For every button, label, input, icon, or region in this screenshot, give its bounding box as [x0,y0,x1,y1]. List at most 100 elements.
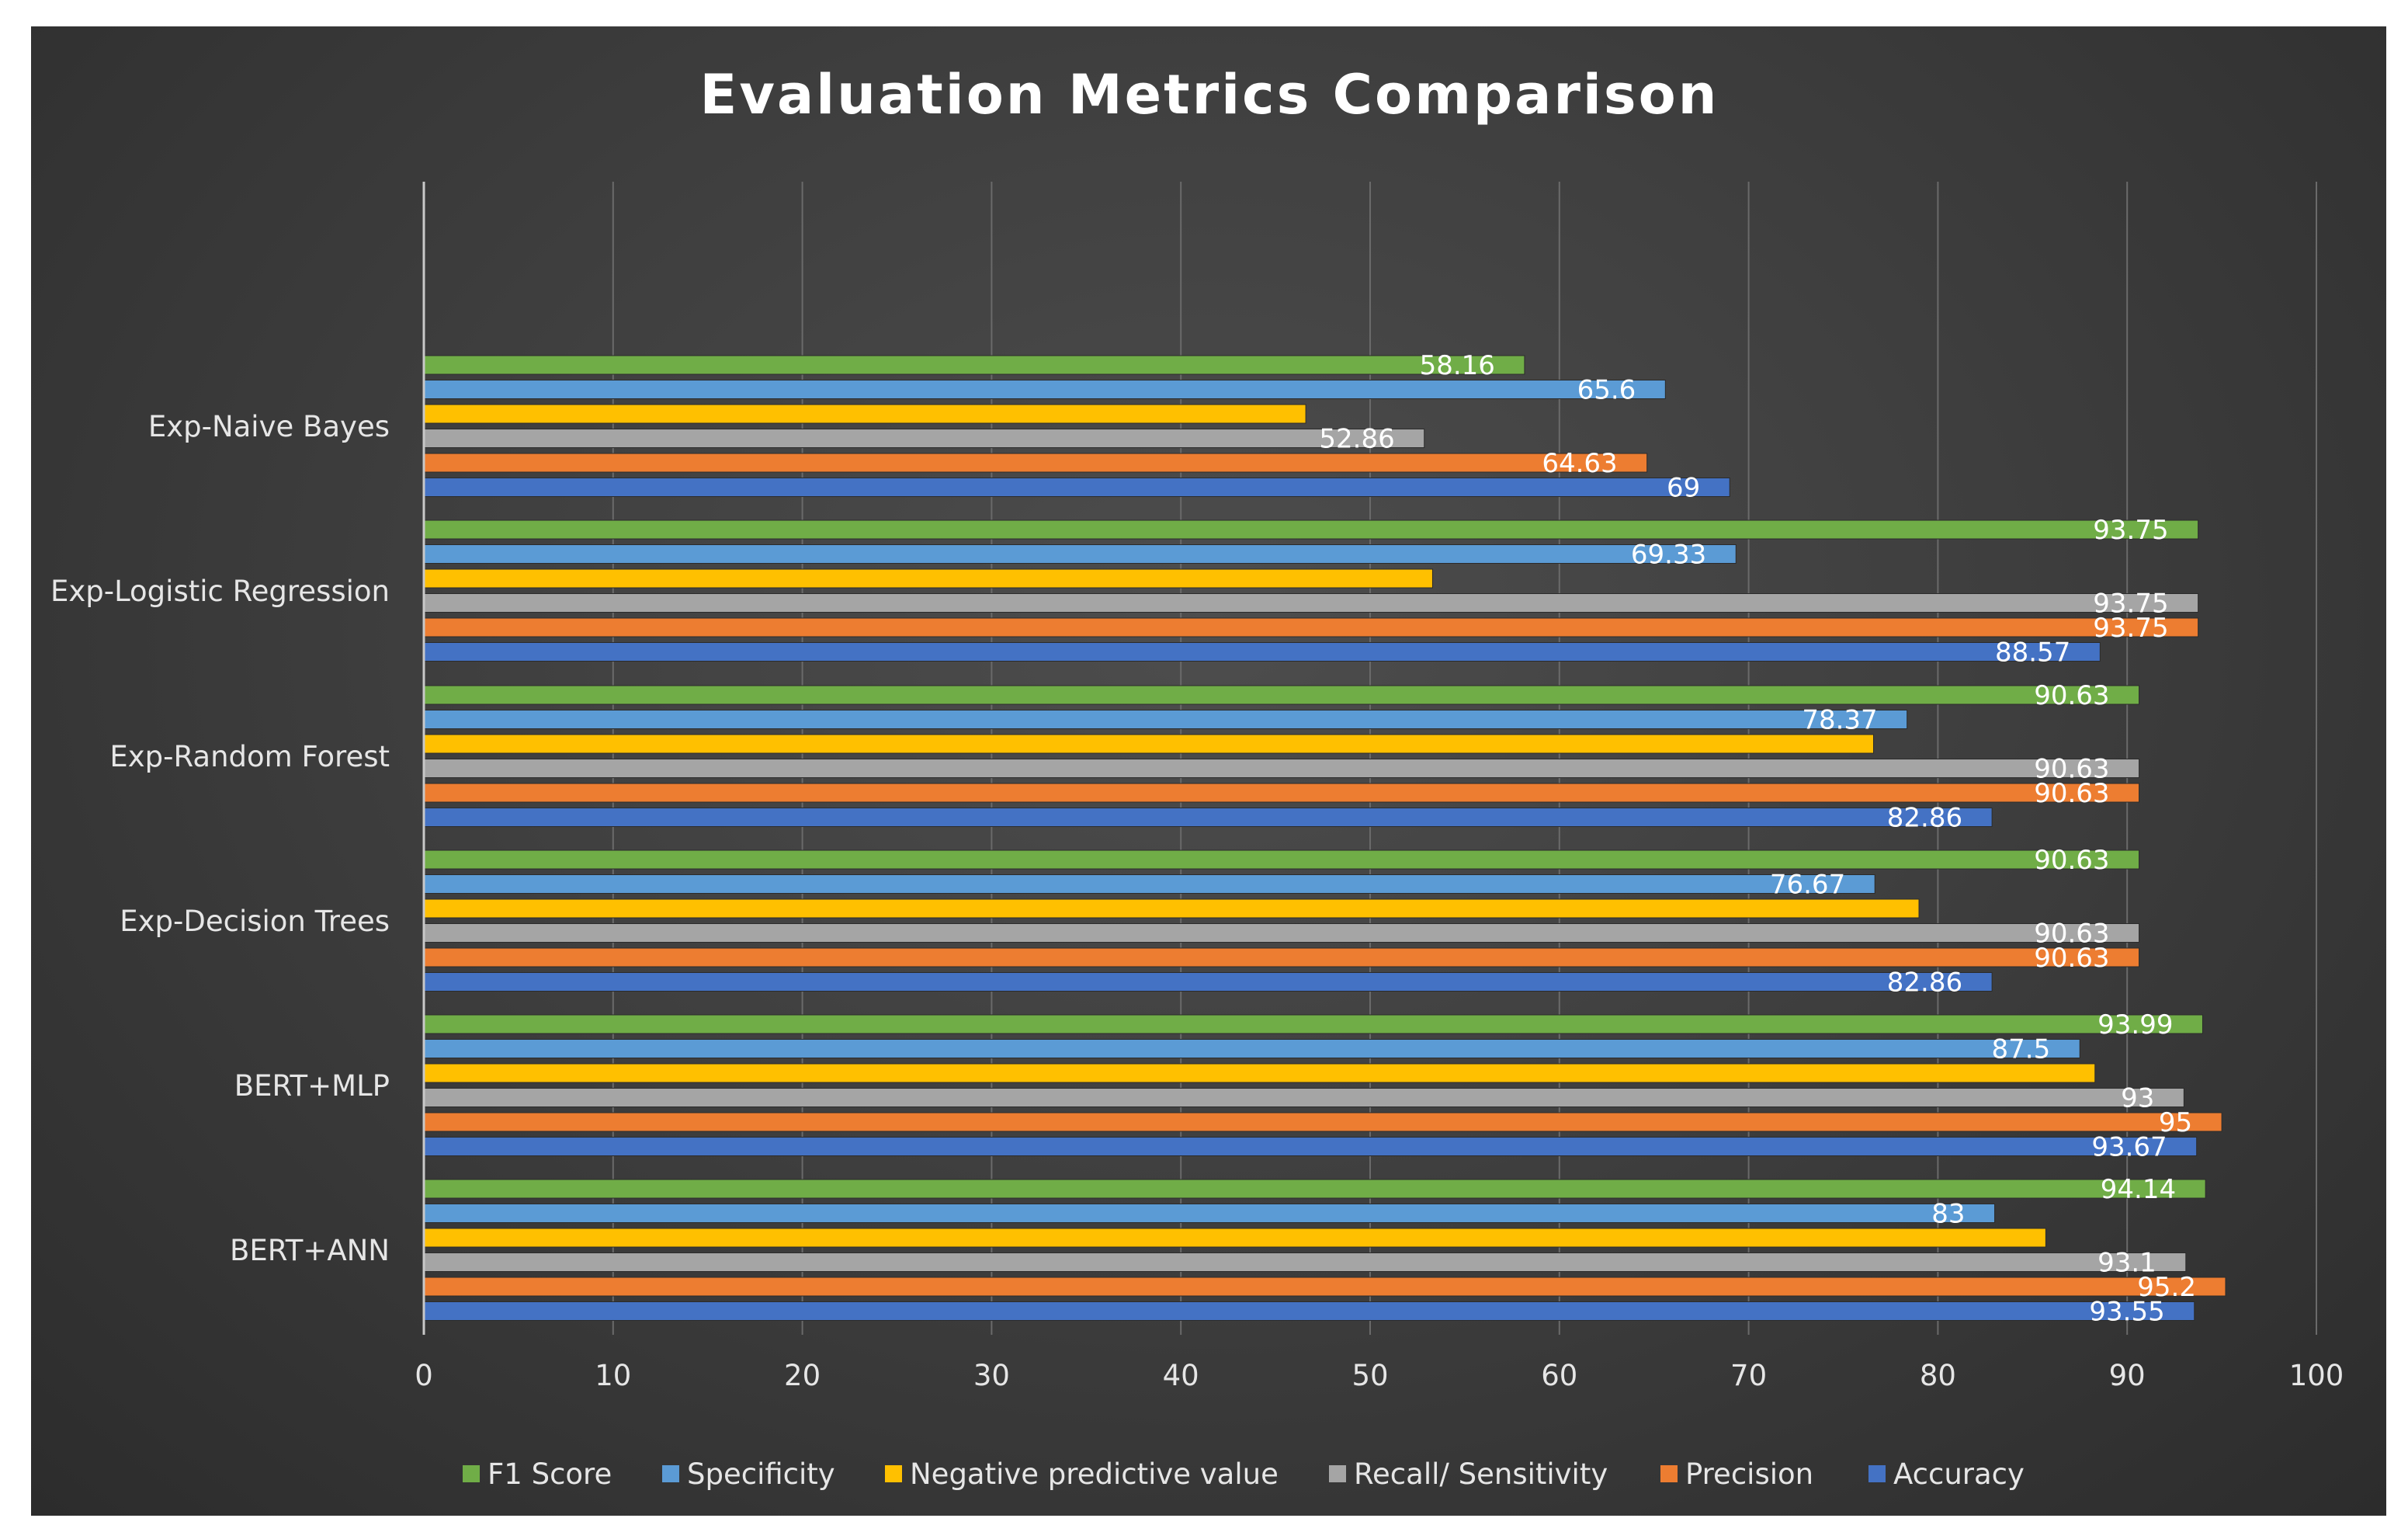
bar-specificity [423,1039,2080,1058]
data-label: 93.75 [2093,613,2168,644]
x-tick-label: 40 [1163,1359,1199,1392]
x-tick-label: 80 [1920,1359,1956,1392]
data-label: 90.63 [2034,778,2109,809]
bar-f1-score [423,1179,2206,1199]
legend-label: Recall/ Sensitivity [1354,1457,1608,1491]
category-label: BERT+ANN [230,1234,390,1267]
x-tick-label: 70 [1730,1359,1767,1392]
bar-f1-score [423,519,2199,540]
bar-precision [423,617,2199,637]
data-label: 93.99 [2097,1009,2173,1040]
bar-precision [423,1112,2222,1132]
x-tick-label: 100 [2289,1359,2344,1392]
category-label: Exp-Logistic Regression [50,575,390,608]
bar-precision [423,1277,2226,1297]
bar-precision [423,783,2140,803]
bar-f1-score [423,1014,2203,1034]
bar-negative-predictive-value [423,898,1920,919]
data-label: 83 [1931,1199,1965,1230]
legend-label: F1 Score [487,1457,612,1491]
bar-f1-score [423,685,2140,705]
legend-swatch [1329,1465,1346,1482]
bar-recall-sensitivity [423,429,1425,448]
x-tick-label: 30 [973,1359,1010,1392]
legend-label: Negative predictive value [910,1457,1279,1491]
legend-label: Specificity [687,1457,835,1491]
bar-accuracy [423,1137,2198,1156]
data-label: 52.86 [1319,424,1394,455]
bar-negative-predictive-value [423,568,1433,589]
data-label: 93.67 [2091,1132,2167,1163]
bar-recall-sensitivity [423,759,2140,778]
data-label: 78.37 [1802,705,1877,736]
legend-swatch [1660,1465,1678,1482]
bar-precision [423,947,2140,968]
data-label: 93.1 [2097,1248,2156,1279]
bar-negative-predictive-value [423,1063,2096,1083]
bar-specificity [423,1204,1996,1223]
bar-negative-predictive-value [423,1228,2046,1248]
data-label: 95.2 [2137,1272,2196,1303]
bar-specificity [423,380,1666,399]
data-label: 93.75 [2093,515,2168,546]
data-label: 82.86 [1887,803,1962,834]
legend-swatch [1868,1465,1886,1482]
data-label: 93.75 [2093,589,2168,620]
data-label: 93 [2121,1083,2154,1114]
bar-accuracy [423,1301,2195,1321]
data-label: 69 [1667,473,1700,504]
bar-specificity [423,710,1908,729]
data-label: 93.55 [2089,1297,2164,1328]
data-label: 64.63 [1542,448,1617,479]
data-label: 76.67 [1770,870,1845,901]
data-label: 94.14 [2101,1174,2176,1205]
data-label: 88.57 [1995,637,2070,669]
bar-recall-sensitivity [423,1252,2187,1272]
bar-recall-sensitivity [423,923,2140,943]
bar-specificity [423,874,1875,894]
chart-title: Evaluation Metrics Comparison [700,63,1719,127]
category-label: BERT+MLP [234,1069,390,1103]
legend-label: Precision [1685,1457,1813,1491]
legend-swatch [662,1465,679,1482]
bar-accuracy [423,642,2101,662]
category-label: Exp-Random Forest [109,740,390,773]
x-tick-label: 20 [784,1359,821,1392]
legend: F1 Score Specificity Negative predictive v… [463,1457,2025,1491]
bar-recall-sensitivity [423,593,2199,613]
data-label: 69.33 [1631,540,1706,571]
legend-label: Accuracy [1893,1457,2025,1491]
bar-accuracy [423,972,1993,992]
bar-accuracy [423,808,1993,827]
chart-frame: Evaluation Metrics Comparison 58.16 65.6 5… [31,26,2386,1516]
x-tick-label: 0 [415,1359,433,1392]
data-label: 90.63 [2034,919,2109,950]
bar-chart: Evaluation Metrics Comparison 58.16 65.6 5… [50,63,2344,1491]
data-label: 95 [2159,1107,2192,1138]
bar-negative-predictive-value [423,404,1306,424]
data-labels: 58.1665.652.8664.636993.7569.3393.7593.7… [1319,350,2196,1328]
data-label: 90.63 [2034,943,2109,974]
data-label: 87.5 [1992,1034,2051,1065]
bar-negative-predictive-value [423,734,1875,754]
category-label: Exp-Decision Trees [120,905,390,938]
bar-recall-sensitivity [423,1088,2184,1107]
data-label: 90.63 [2034,754,2109,785]
x-tick-label: 90 [2109,1359,2146,1392]
legend-swatch [463,1465,480,1482]
x-tick-label: 50 [1351,1359,1388,1392]
bar-f1-score [423,849,2140,870]
data-label: 90.63 [2034,845,2109,876]
x-tick-label: 60 [1541,1359,1577,1392]
axes: 0 10 20 30 40 50 60 70 80 90 100 Exp-Naive Bayes Exp… [50,182,2344,1392]
category-label: Exp-Naive Bayes [148,410,390,443]
legend-swatch [885,1465,902,1482]
bar-accuracy [423,478,1730,497]
data-label: 82.86 [1887,968,1962,999]
data-label: 58.16 [1420,350,1495,381]
data-label: 90.63 [2034,680,2109,711]
data-label: 65.6 [1577,375,1636,406]
bars [423,355,2226,1321]
bar-f1-score [423,355,1525,375]
bar-specificity [423,544,1737,564]
